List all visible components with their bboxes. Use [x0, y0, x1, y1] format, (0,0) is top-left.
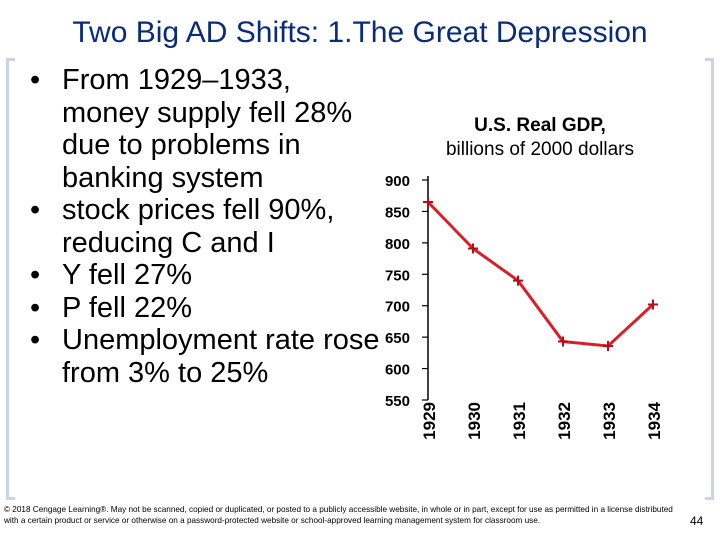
data-point-marker	[558, 336, 568, 347]
bullet-dot-icon: •	[30, 259, 41, 291]
bullet-dot-icon: •	[30, 194, 41, 226]
chart-title: U.S. Real GDP,	[474, 115, 606, 136]
copyright-footer: © 2018 Cengage Learning®. May not be sca…	[4, 505, 673, 525]
bullet-dot-icon: •	[30, 324, 41, 356]
y-tick-label: 800	[385, 236, 410, 253]
bullet-text: Unemployment rate rose from 3% to 25%	[62, 324, 380, 389]
y-tick-label: 700	[385, 299, 410, 316]
y-tick-label: 900	[385, 173, 410, 190]
gdp-series-line	[426, 200, 655, 348]
data-point-marker	[513, 275, 523, 286]
data-point-marker	[468, 243, 478, 254]
slide-title: Two Big AD Shifts: 1.The Great Depressio…	[72, 16, 648, 49]
bullet-item: • P fell 22%	[24, 292, 384, 325]
x-tick-label: 1930	[465, 402, 484, 440]
bullet-item: • Unemployment rate rose from 3% to 25%	[24, 324, 384, 389]
chart-title-block: U.S. Real GDP, billions of 2000 dollars	[410, 114, 670, 162]
data-point-marker	[423, 197, 433, 207]
x-tick-label: 1933	[600, 402, 619, 440]
y-tick-label: 650	[385, 330, 410, 347]
bullet-text: From 1929–1933, money supply fell 28% du…	[62, 64, 353, 194]
bullet-item: • Y fell 27%	[24, 259, 384, 292]
x-tick-label: 1934	[645, 401, 664, 439]
data-point-marker	[603, 340, 613, 351]
bullet-text: P fell 22%	[62, 291, 193, 324]
x-tick-label: 1931	[510, 402, 529, 440]
y-tick-label: 750	[385, 267, 410, 284]
bullet-dot-icon: •	[30, 291, 41, 324]
bullet-item: • stock prices fell 90%, reducing C and I	[24, 194, 384, 259]
bullet-dot-icon: •	[30, 64, 41, 96]
bullet-text: Y fell 27%	[62, 259, 193, 291]
bullet-item: • From 1929–1933, money supply fell 28% d…	[24, 64, 384, 194]
data-point-marker	[648, 299, 658, 310]
right-bracket-decoration	[705, 58, 714, 500]
y-tick-label: 600	[385, 362, 410, 379]
x-tick-label: 1929	[420, 402, 439, 440]
y-tick-label: 550	[385, 393, 410, 410]
y-tick-label: 850	[385, 204, 410, 221]
chart-subtitle: billions of 2000 dollars	[445, 139, 634, 160]
left-bracket-decoration	[6, 58, 15, 500]
x-tick-label: 1932	[555, 402, 574, 440]
page-number: 44	[690, 514, 704, 528]
bullet-text: stock prices fell 90%, reducing C and I	[62, 194, 335, 259]
bullet-list: • From 1929–1933, money supply fell 28% d…	[24, 64, 384, 389]
